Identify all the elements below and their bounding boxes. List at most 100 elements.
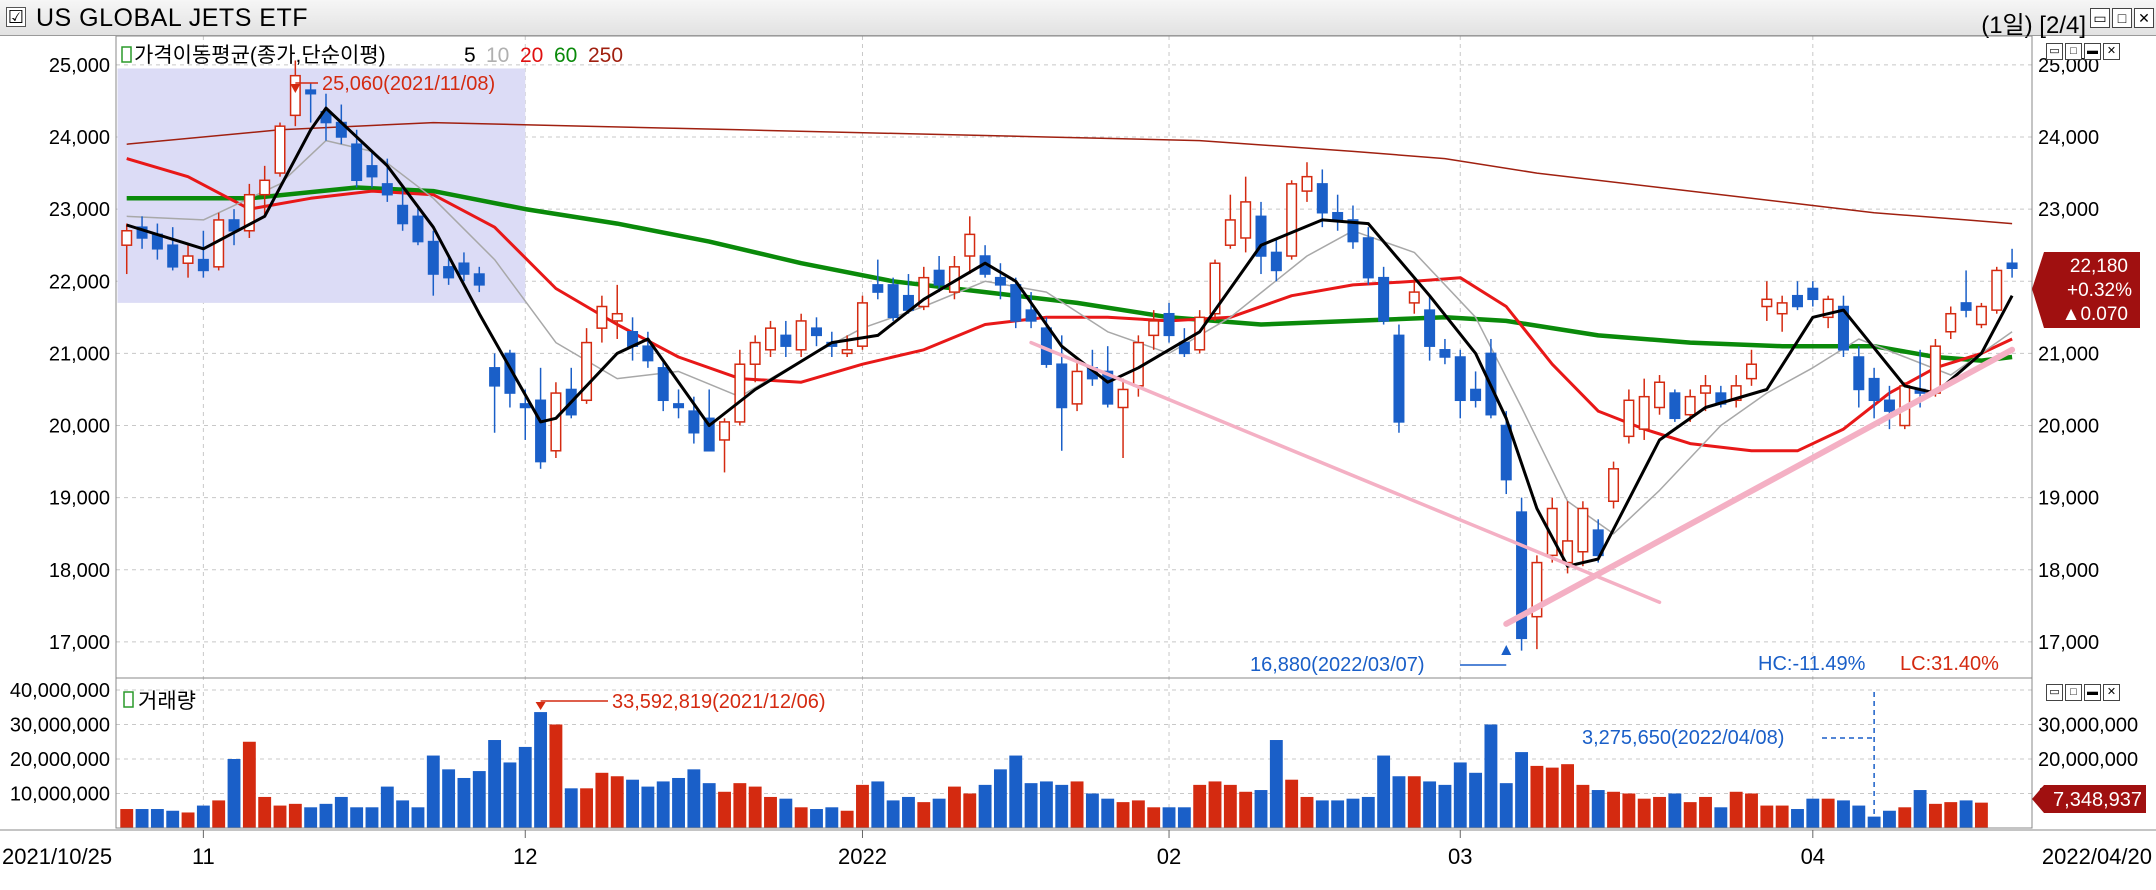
volume-badge-value: 7,348,937: [2053, 789, 2142, 811]
price-tick-left-2: 23,000: [49, 199, 110, 221]
candle-body-45: [810, 327, 822, 337]
volume-bar-74: [1254, 790, 1268, 828]
ma-legend-swatch: [121, 46, 132, 63]
candle-82: [1378, 266, 1390, 325]
candle-body-93: [1546, 507, 1558, 557]
candle-19: [412, 205, 424, 246]
volume-bar-86: [1438, 784, 1452, 828]
candle-body-3: [167, 244, 179, 268]
candle-body-18: [397, 204, 409, 225]
candle-body-32: [611, 312, 623, 322]
candle-body-98: [1623, 399, 1635, 438]
candle-body-80: [1347, 219, 1359, 243]
panel-close-button[interactable]: ✕: [2103, 43, 2120, 60]
candle-body-28: [550, 392, 562, 452]
volume-bar-64: [1101, 798, 1115, 828]
candle-body-113: [1853, 356, 1865, 391]
volume-bar-40: [733, 783, 747, 828]
candle-body-36: [673, 403, 685, 409]
candle-36: [673, 389, 685, 419]
ma-period-3: 60: [554, 44, 577, 67]
price-tick-left-3: 22,000: [49, 271, 110, 293]
volume-bar-17: [380, 786, 394, 828]
candle-88: [1470, 371, 1482, 408]
candle-100: [1654, 375, 1666, 415]
volume-tick-right-1: 30,000,000: [2038, 715, 2138, 737]
stock-chart[interactable]: 25,000 25,000 24,000 24,000 23,000 23,000 22,0…: [0, 36, 2156, 890]
panel-min-button[interactable]: ▬: [2084, 43, 2101, 60]
volume-bar-118: [1928, 803, 1942, 828]
volume-bar-120: [1959, 800, 1973, 828]
panel-restore-button[interactable]: ▭: [2046, 43, 2063, 60]
price-tick-right-6: 19,000: [2038, 488, 2099, 510]
volume-bar-39: [718, 791, 731, 828]
candle-body-79: [1332, 211, 1344, 221]
select-checkbox[interactable]: ☑: [6, 7, 26, 27]
vol-panel-min-button[interactable]: ▬: [2084, 684, 2101, 701]
candle-56: [979, 245, 991, 278]
volume-bar-7: [227, 759, 241, 828]
candle-52: [918, 266, 930, 311]
volume-bar-11: [288, 803, 302, 828]
candle-body-71: [1209, 262, 1221, 315]
candle-35: [657, 360, 669, 412]
candle-111: [1822, 295, 1834, 329]
restore-button[interactable]: ▭: [2090, 8, 2110, 28]
price-tick-right-7: 18,000: [2038, 560, 2099, 582]
volume-bar-29: [564, 788, 578, 828]
ma250-path: [126, 121, 2013, 225]
volume-bar-98: [1622, 793, 1636, 828]
candle-body-96: [1592, 529, 1604, 557]
candle-20: [427, 230, 439, 296]
volume-bar-38: [702, 783, 716, 828]
candle-65: [1117, 378, 1129, 458]
candle-body-122: [1991, 269, 2003, 311]
candle-body-111: [1822, 298, 1834, 319]
volume-bar-52: [917, 802, 931, 828]
price-tick-right-8: 17,000: [2038, 632, 2099, 654]
candle-98: [1623, 389, 1635, 444]
candle-85: [1424, 295, 1436, 361]
candle-body-67: [1148, 320, 1160, 337]
volume-bar-23: [472, 771, 486, 828]
candle-body-75: [1270, 251, 1282, 272]
maximize-button[interactable]: □: [2112, 8, 2132, 28]
vol-panel-max-button[interactable]: □: [2065, 684, 2082, 701]
candle-body-86: [1439, 349, 1451, 358]
close-button[interactable]: ✕: [2134, 8, 2154, 28]
volume-bar-84: [1407, 776, 1421, 828]
candle-body-37: [688, 410, 700, 434]
panel-max-button[interactable]: □: [2065, 43, 2082, 60]
time-tick-2: 12: [513, 844, 537, 869]
volume-bar-20: [426, 755, 440, 828]
price-tick-left-5: 20,000: [49, 416, 110, 438]
volume-bar-115: [1883, 810, 1896, 828]
candle-body-47: [841, 349, 853, 355]
volume-bar-18: [396, 800, 410, 828]
candle-body-17: [381, 183, 393, 196]
candle-body-72: [1224, 219, 1236, 246]
candle-5: [197, 230, 209, 278]
ma-period-2: 20: [520, 44, 543, 67]
ma250-line: [126, 121, 2013, 225]
candle-7: [228, 209, 240, 246]
candle-body-34: [642, 345, 654, 362]
candle-15: [351, 129, 363, 188]
candle-44: [795, 313, 807, 357]
candle-24: [489, 353, 501, 433]
candle-body-65: [1117, 388, 1129, 409]
volume-bar-119: [1944, 802, 1958, 828]
vol-panel-close-button[interactable]: ✕: [2103, 684, 2120, 701]
price-badge-value: 22,180: [2070, 256, 2128, 277]
candle-67: [1148, 310, 1160, 350]
candle-body-41: [749, 341, 761, 365]
page-label[interactable]: [2/4]: [2039, 12, 2086, 39]
period-page-indicator[interactable]: (1일) [2/4]: [1981, 5, 2086, 40]
volume-bar-35: [656, 781, 670, 828]
volume-bar-111: [1821, 798, 1835, 828]
candle-97: [1608, 461, 1620, 509]
candle-body-38: [703, 417, 715, 452]
volume-bar-51: [902, 796, 915, 828]
vol-panel-restore-button[interactable]: ▭: [2046, 684, 2063, 701]
period-label[interactable]: (1일): [1981, 12, 2033, 39]
